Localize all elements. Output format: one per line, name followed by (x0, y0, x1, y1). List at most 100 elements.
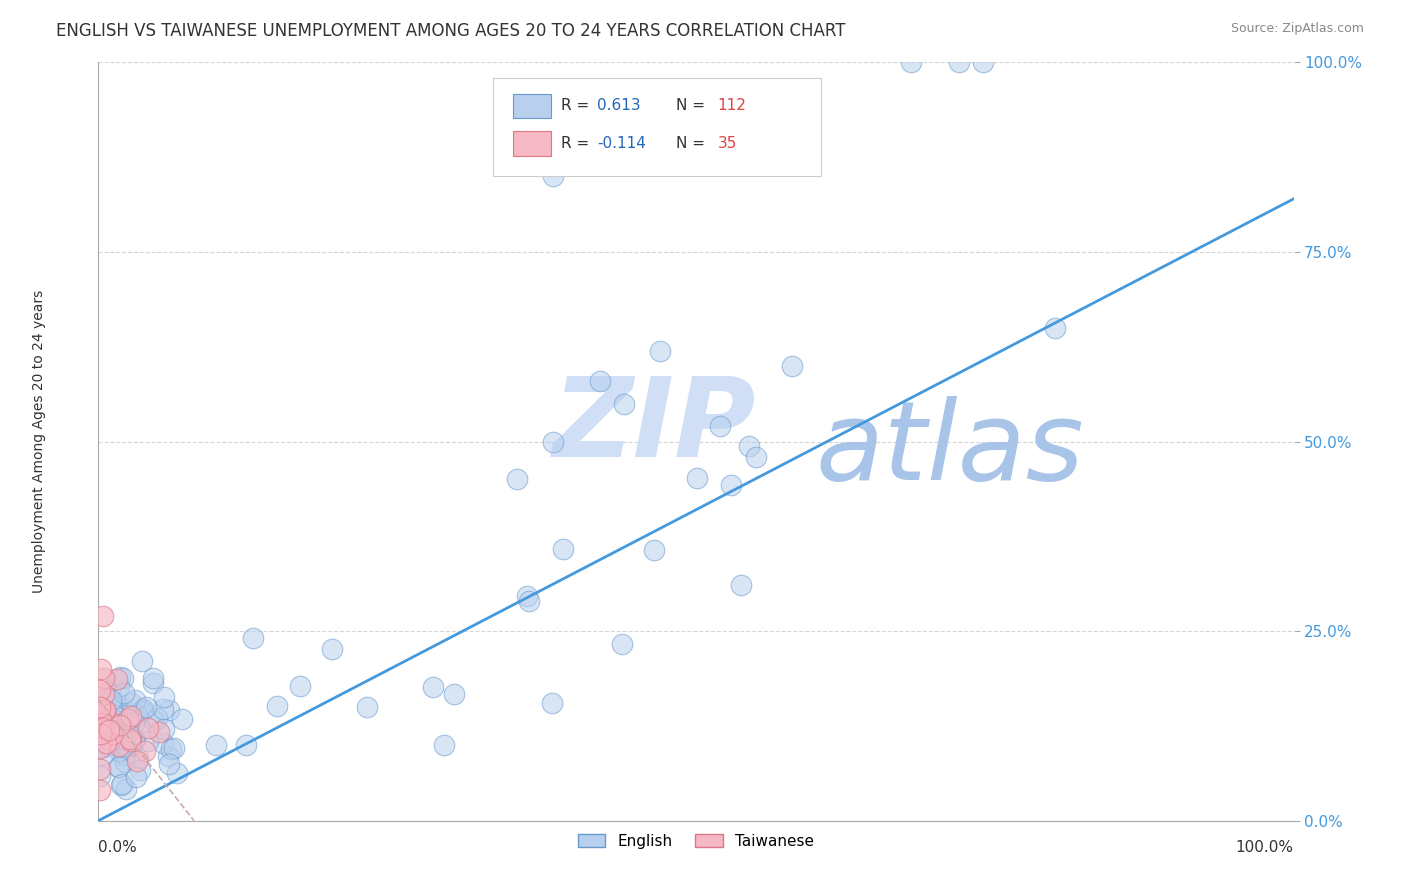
Point (97, 690, 120, 705)
Point (111, 743, 134, 757)
Point (105, 696, 128, 710)
Point (98, 723, 121, 738)
Point (124, 693, 146, 707)
Point (112, 702, 135, 716)
Text: 0.613: 0.613 (596, 98, 640, 113)
Point (127, 707, 149, 722)
Point (643, 543, 665, 558)
Point (122, 733, 145, 747)
Point (125, 770, 148, 784)
Point (98, 725, 121, 739)
Point (745, 450, 768, 464)
Point (157, 756, 180, 771)
Point (610, 637, 633, 651)
Point (129, 723, 152, 737)
Point (89, 722, 111, 736)
Point (131, 703, 153, 717)
Point (107, 737, 129, 751)
Point (103, 726, 125, 740)
Point (98, 715, 121, 730)
Point (686, 471, 709, 485)
Text: atlas: atlas (815, 396, 1084, 502)
Point (146, 711, 169, 725)
Point (321, 641, 343, 656)
Point (89, 723, 111, 737)
Point (89, 731, 111, 745)
Point (142, 676, 165, 690)
Bar (513, 131, 551, 156)
Point (1043, 320, 1066, 334)
Point (780, 359, 803, 373)
Text: 112: 112 (717, 98, 747, 113)
Point (100, 683, 122, 698)
Point (90, 662, 112, 676)
Point (551, 541, 574, 556)
Point (100, 693, 122, 707)
Point (163, 741, 186, 756)
Text: 100.0%: 100.0% (1236, 839, 1294, 855)
Point (107, 739, 129, 753)
Point (120, 729, 142, 743)
Point (125, 754, 148, 768)
Point (118, 731, 141, 746)
Point (131, 654, 153, 668)
Point (120, 734, 142, 748)
Point (110, 731, 132, 746)
Point (127, 750, 149, 764)
Point (648, 343, 672, 358)
Point (103, 707, 125, 722)
Point (110, 778, 132, 792)
Point (516, 589, 538, 603)
Point (91, 747, 114, 762)
Point (117, 740, 139, 755)
Point (242, 631, 264, 645)
Text: N =: N = (676, 136, 710, 151)
Point (108, 718, 131, 732)
Point (111, 725, 134, 739)
Point (138, 734, 160, 748)
Point (266, 699, 288, 714)
Point (89, 783, 111, 797)
Point (89, 700, 111, 714)
Point (120, 709, 142, 723)
Point (153, 690, 176, 704)
Text: Unemployment Among Ages 20 to 24 years: Unemployment Among Ages 20 to 24 years (32, 290, 45, 593)
Point (90, 727, 112, 741)
Point (93, 721, 115, 735)
Text: 0.0%: 0.0% (98, 839, 138, 855)
Point (124, 716, 146, 731)
Point (115, 781, 138, 796)
Point (94, 702, 117, 716)
Point (91, 724, 114, 739)
Point (972, 55, 994, 70)
Point (148, 724, 170, 739)
Point (142, 714, 165, 728)
Text: R =: R = (561, 136, 595, 151)
Legend: English, Taiwanese: English, Taiwanese (572, 828, 820, 855)
Point (709, 419, 731, 434)
Point (120, 696, 142, 710)
Point (159, 742, 181, 756)
Point (114, 756, 136, 770)
Point (110, 670, 132, 684)
Point (433, 738, 456, 752)
Point (156, 748, 179, 763)
Point (100, 731, 122, 746)
Point (129, 706, 152, 720)
Point (166, 766, 188, 780)
Point (105, 672, 128, 686)
Point (541, 434, 564, 449)
Point (93, 687, 115, 701)
Point (540, 697, 562, 711)
Point (103, 706, 125, 720)
Point (506, 473, 529, 487)
Point (422, 680, 444, 694)
Point (89, 769, 111, 783)
Text: -0.114: -0.114 (596, 136, 645, 151)
Point (98, 732, 121, 747)
Point (112, 748, 135, 763)
Point (738, 439, 761, 453)
Point (948, 55, 970, 70)
Point (157, 703, 180, 717)
Point (152, 701, 174, 715)
